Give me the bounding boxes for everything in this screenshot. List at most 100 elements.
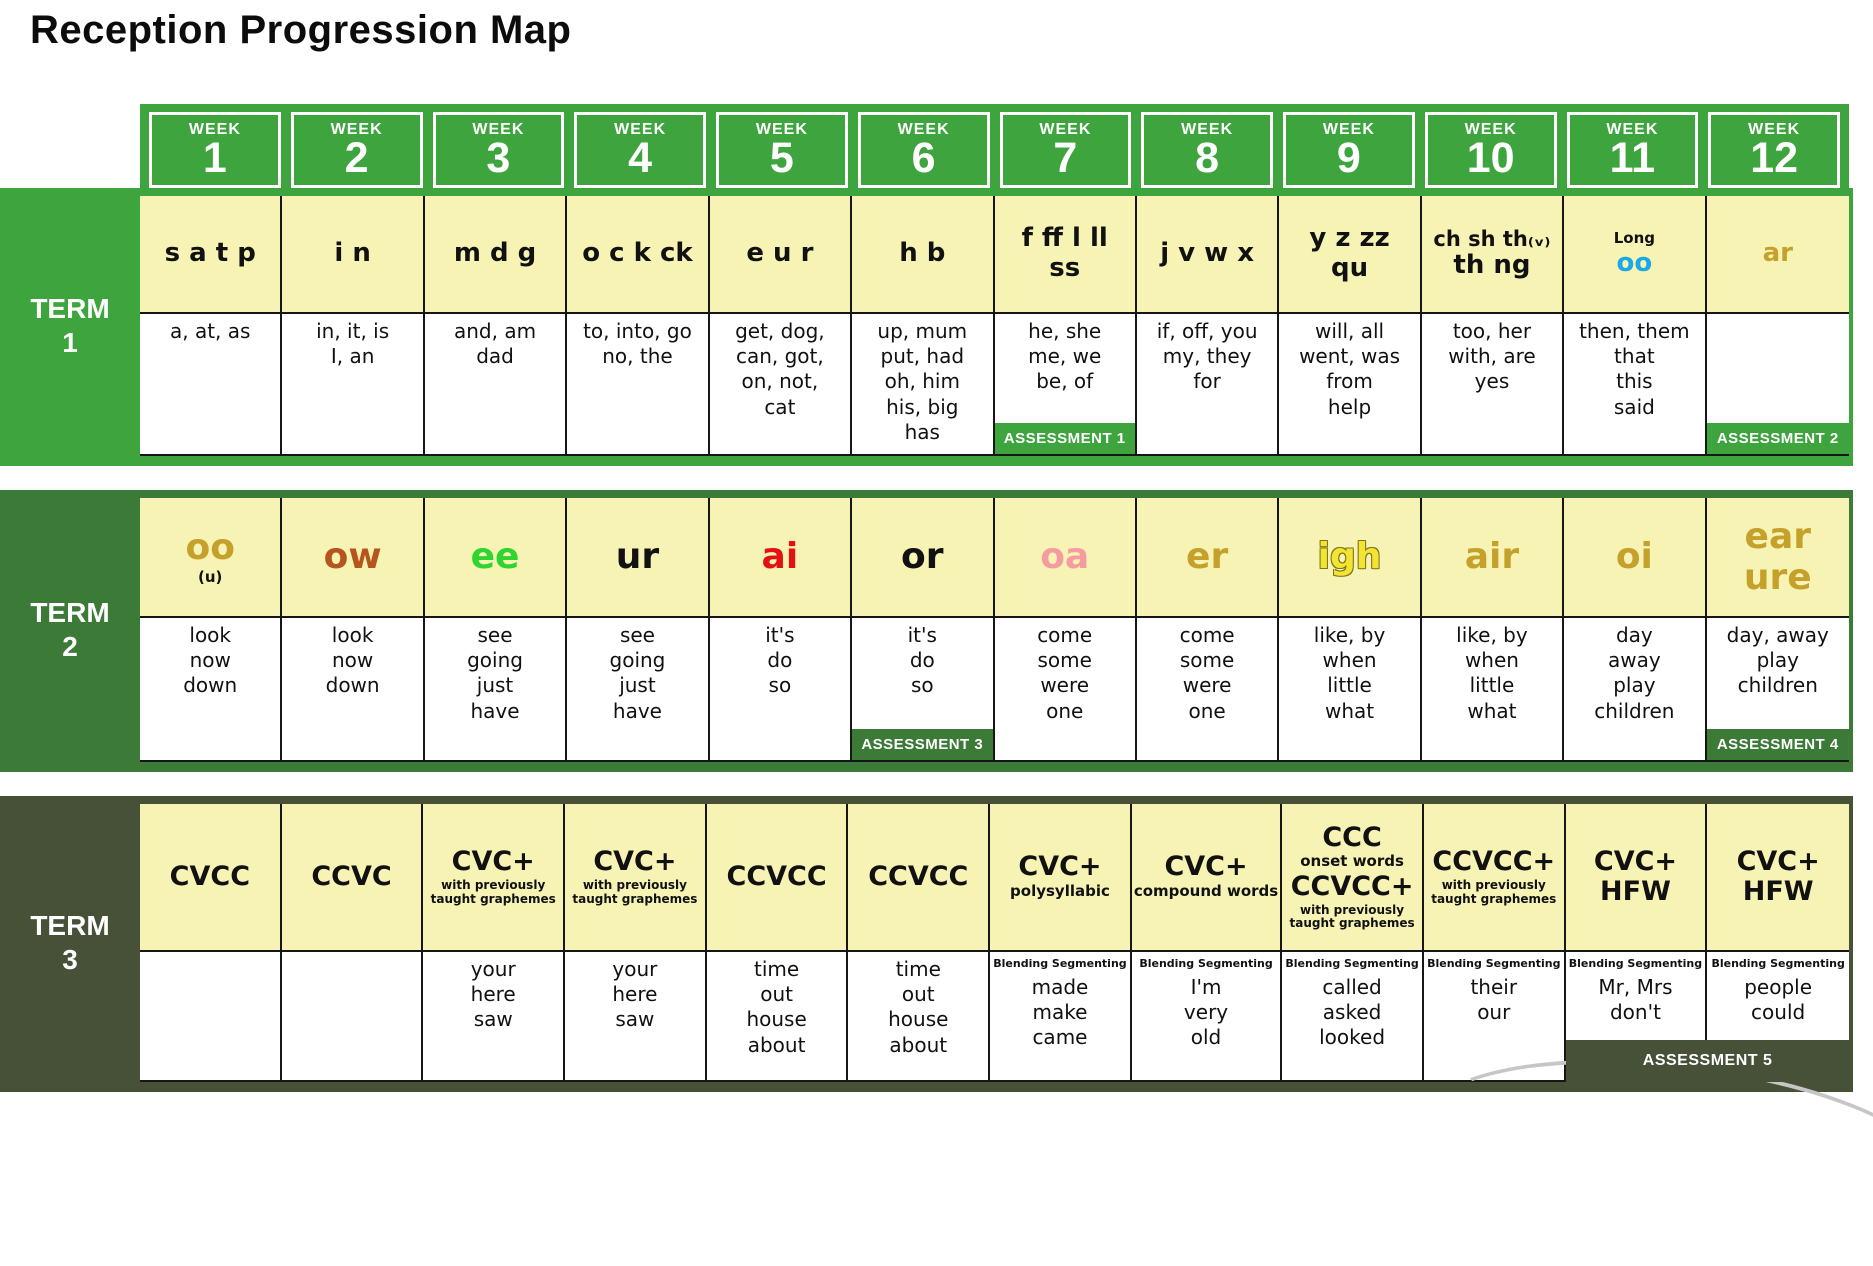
tricky-word: going [609,648,666,673]
tricky-word: dad [476,344,514,369]
blending-segmenting-label: Blending Segmenting [1568,957,1703,970]
week-cell-t3-w12: CVC+ HFW Blending Segmenting people could [1707,804,1849,1082]
tricky-word: do [909,648,935,673]
week-cell-t1-w11: Long oo then, them that this said [1564,196,1707,456]
tricky-word: can, got, [735,344,824,369]
week-number: 5 [769,133,794,182]
phoneme-cell: CCVCC [848,804,989,952]
phoneme-text: CVC+ [593,846,677,878]
tricky-word: down [183,673,238,698]
phoneme-cell: CCVCC [706,804,847,952]
week-word-label: WEEK [1606,120,1659,138]
phoneme-cell: or [852,498,993,618]
tricky-word: see [619,623,655,647]
week-cell-t1-w12: ar ASSESSMENT 2 [1706,196,1849,456]
tricky-word: with, are [1448,344,1536,369]
tricky-word: here [612,982,658,1007]
week-number: 11 [1609,133,1656,182]
phoneme-cell: CVC+ HFW [1707,804,1849,952]
phoneme-text: m d g [453,238,537,269]
week-cell-t3-w3: CVC+ with previously taught graphemes your… [423,804,566,1082]
tricky-words-cell: time out house about [848,952,989,1080]
tricky-word: oh, him [884,369,960,394]
tricky-words-cell [140,952,280,1080]
tricky-word: for [1193,369,1221,394]
phoneme-text: HFW [1742,876,1814,907]
phoneme-text: CVC+ [1164,851,1248,883]
tricky-word: house [746,1007,807,1032]
phoneme-text: o c k ck [582,238,693,269]
week-cell-t3-w4: CVC+ with previously taught graphemes your… [565,804,707,1082]
week-cell-t1-w6: h b up, mum put, had oh, him his, big has [852,196,995,456]
tricky-word: from [1326,369,1373,394]
tricky-word: be, of [1036,369,1094,394]
phoneme-cell: ai [709,498,851,618]
tricky-word: now [189,648,231,673]
week-cell-t1-w1: s a t p a, at, as [140,196,283,456]
week-cell-t3-w5: CCVCC time out house about [706,804,849,1082]
tricky-word: out [760,982,793,1007]
phoneme-cell: e u r [709,196,851,314]
week-cell-t3-w10: CCVCC+ with previously taught graphemes Bl… [1423,804,1566,1082]
week-12-header: WEEK 12 [1708,112,1840,188]
tricky-words-cell: a, at, as [140,314,281,454]
assessment-badge: ASSESSMENT 1 [994,423,1135,454]
tricky-word: like, by [1313,623,1386,647]
tricky-word: called [1322,975,1382,999]
week-cell-t3-w8: CVC+ compound words Blending Segmenting I'm… [1131,804,1283,1082]
blending-segmenting-label: Blending Segmenting [1285,957,1419,970]
tricky-word: come [1037,623,1093,647]
tricky-word: make [1032,1000,1088,1025]
week-cell-t3-w11: CVC+ HFW Blending Segmenting Mr, Mrs don't [1565,804,1708,1082]
week-cell-t1-w8: j v w x if, off, you my, they for [1136,196,1280,456]
tricky-words-cell: Blending Segmenting made make came [990,952,1130,1080]
phoneme-text: e u r [746,238,814,269]
tricky-word: day [1615,623,1653,647]
week-3-header: WEEK 3 [432,112,565,188]
tricky-words-cell: day away play children [1564,618,1705,760]
phoneme-cell: ch sh th₍ᵥ₎ th ng [1421,196,1563,314]
week-cell-t3-w7: CVC+ polysyllabic Blending Segmenting made m… [990,804,1132,1082]
tricky-word: will, all [1314,319,1385,343]
week-6-header: WEEK 6 [857,112,990,188]
tricky-word: about [747,1032,806,1057]
tricky-word: look [331,623,374,647]
term-label-line: TERM [30,293,110,325]
tricky-word: play [1613,673,1656,698]
tricky-word: house [888,1007,949,1032]
phoneme-text: (u) [198,567,223,586]
tricky-word: children [1737,673,1818,698]
week-number: 10 [1466,133,1515,182]
tricky-word: I'm [1190,975,1222,999]
phoneme-cell: ear ure [1706,498,1849,618]
tricky-words-cell: will, all went, was from help [1279,314,1420,454]
tricky-word: made [1031,975,1089,999]
tricky-word: to, into, go [583,319,692,343]
page-title: Reception Progression Map [30,8,572,52]
week-10-header: WEEK 10 [1424,112,1557,188]
tricky-words-cell: look now down [140,618,281,760]
tricky-word: Mr, Mrs [1598,975,1673,999]
week-word-label: WEEK [1748,120,1801,138]
phoneme-cell: j v w x [1136,196,1278,314]
tricky-words-cell: see going just have [567,618,708,760]
week-cell-t2-w9: igh like, by when little what [1279,498,1422,762]
tricky-word: children [1594,698,1675,723]
week-cell-t2-w8: er come some were one [1136,498,1280,762]
phoneme-cell: ur [567,498,708,618]
phoneme-text: oo [1616,247,1653,278]
tricky-word: went, was [1299,344,1400,369]
tricky-word: have [612,698,662,723]
week-cell-t1-w9: y z zz qu will, all went, was from help [1279,196,1422,456]
phoneme-text: f ff l ll [1021,223,1108,254]
week-cell-t2-w1: oo (u) look now down [140,498,283,762]
week-cell-t1-w5: e u r get, dog, can, got, on, not, cat [709,196,853,456]
tricky-word: your [612,957,658,981]
tricky-word: get, dog, [735,319,825,343]
progression-map: WEEK 1 WEEK 2 WEEK 3 WEEK 4 WEEK 5 WEEK 6 WEEK 7 WEEK 8… [0,104,1853,1092]
tricky-word: so [910,673,934,698]
tricky-word: on, not, [741,369,819,394]
phoneme-text: CVC+ [451,846,535,878]
phoneme-text: s a t p [164,238,256,269]
phoneme-text: ee [470,536,520,578]
